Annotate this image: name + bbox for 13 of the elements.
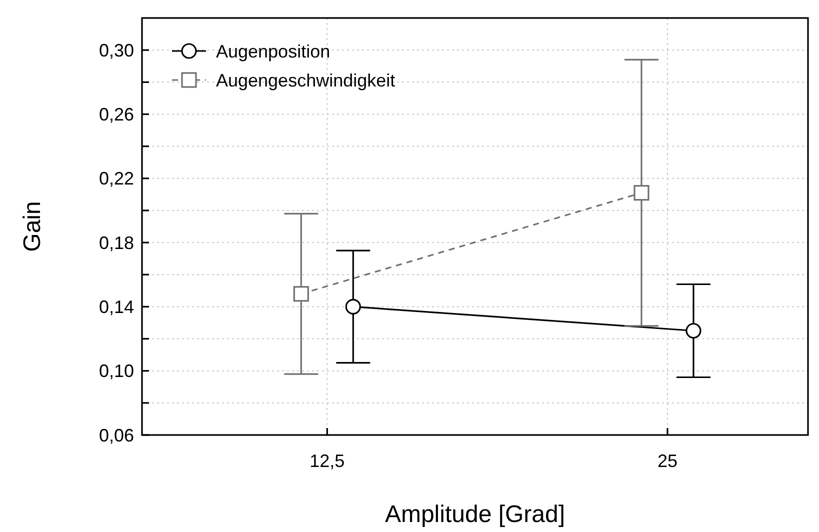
x-tick-label: 12,5	[310, 451, 345, 471]
y-tick-label: 0,26	[98, 104, 134, 125]
y-tick-label: 0,14	[98, 296, 134, 317]
legend-label: Augengeschwindigkeit	[216, 70, 396, 90]
x-tick-label: 25	[657, 451, 678, 471]
y-tick-label: 0,10	[98, 361, 134, 382]
y-tick-label: 0,22	[98, 168, 134, 189]
y-tick-label: 0,06	[98, 425, 134, 446]
y-tick-label: 0,30	[98, 40, 134, 60]
y-tick-label: 0,18	[98, 232, 134, 253]
legend-label: Augenposition	[216, 41, 330, 62]
x-axis-title: Amplitude [Grad]	[384, 501, 566, 528]
y-axis-title: Gain	[19, 201, 46, 252]
